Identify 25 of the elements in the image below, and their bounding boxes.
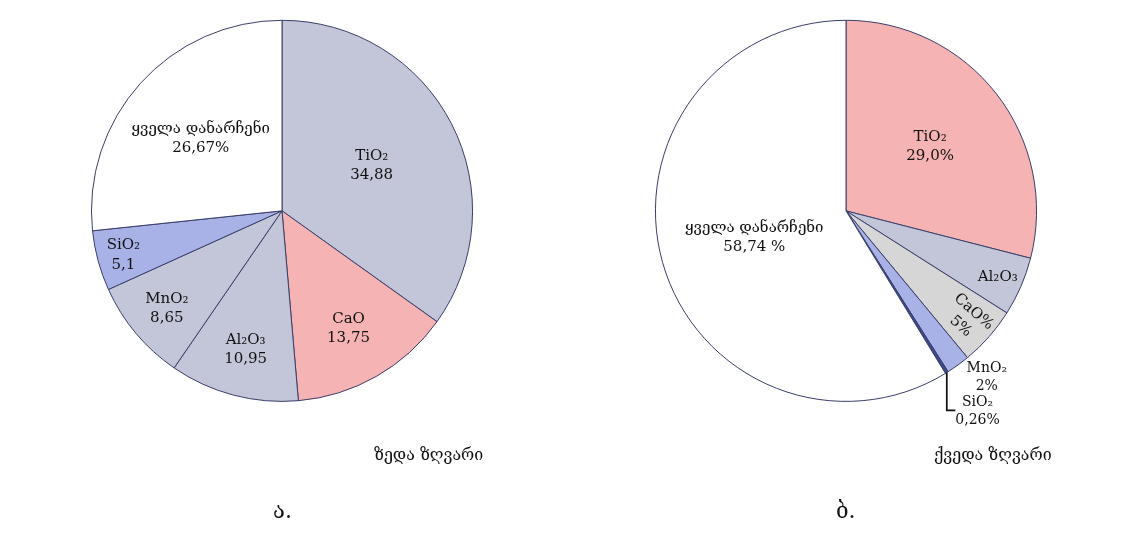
- data-label: 2%: [975, 377, 998, 394]
- text: ა.: [273, 498, 292, 523]
- data-label: 34,88: [350, 165, 394, 184]
- data-label: 58,74 %: [723, 237, 786, 256]
- slice-label: MnO₂: [145, 288, 189, 307]
- data-label: 8,65: [150, 308, 184, 327]
- data-label: 10,95: [224, 349, 268, 368]
- slice-label: CaO: [332, 308, 365, 327]
- text: ბ.: [836, 498, 856, 523]
- slice-label: Al₂O₃: [976, 267, 1018, 286]
- slice-label: ყველა დანარჩენი: [131, 118, 270, 137]
- slice-label: SiO₂: [106, 235, 141, 254]
- data-label: 13,75: [327, 328, 370, 347]
- data-label: 5,1: [111, 254, 136, 273]
- data-label: 0,26%: [955, 411, 1000, 428]
- slice-label: ყველა დანარჩენი: [685, 217, 824, 236]
- slice-label: TiO₂: [355, 145, 389, 164]
- slice-label: TiO₂: [913, 126, 947, 145]
- slice-label: SiO₂: [961, 393, 994, 410]
- text: ქვედა ზღვარი: [934, 445, 1052, 464]
- slice-label: MnO₂: [966, 359, 1008, 376]
- data-label: 29,0%: [906, 146, 954, 165]
- text: ზედა ზღვარი: [374, 445, 484, 464]
- slice-label: Al₂O₃: [224, 329, 266, 348]
- data-label: 26,67%: [172, 138, 230, 157]
